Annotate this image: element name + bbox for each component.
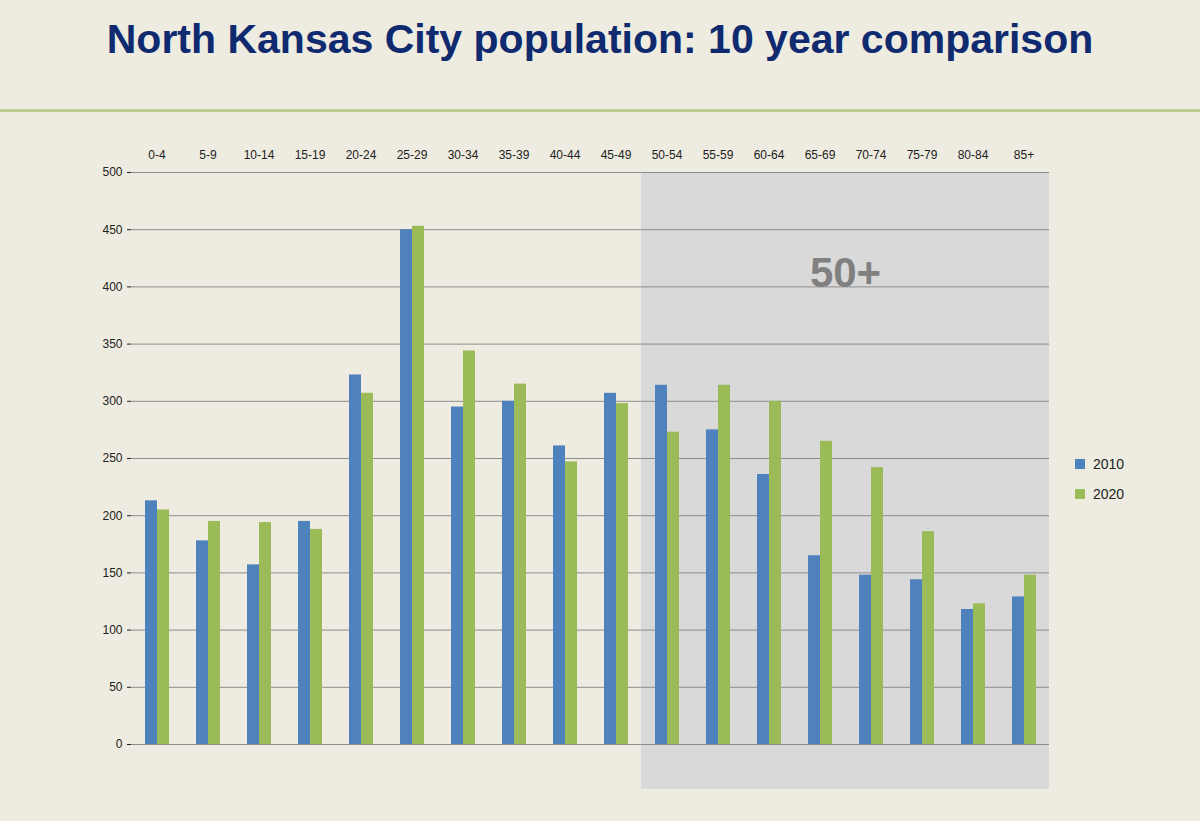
svg-text:50: 50 xyxy=(109,680,123,694)
svg-text:0: 0 xyxy=(116,737,123,751)
svg-text:55-59: 55-59 xyxy=(703,148,734,162)
html-text:North Kansas City population:: North Kansas City population: 10 year co… xyxy=(106,16,1094,62)
svg-text:80-84: 80-84 xyxy=(958,148,989,162)
html-text:2020: 2020 xyxy=(1093,486,1125,502)
svg-text:70-74: 70-74 xyxy=(856,148,887,162)
svg-text:250: 250 xyxy=(102,451,122,465)
svg-text:450: 450 xyxy=(102,223,122,237)
svg-text:85+: 85+ xyxy=(1014,148,1034,162)
svg-text:10-14: 10-14 xyxy=(244,148,275,162)
svg-text:60-64: 60-64 xyxy=(754,148,785,162)
svg-text:400: 400 xyxy=(102,280,122,294)
svg-text:300: 300 xyxy=(102,394,122,408)
svg-text:30-34: 30-34 xyxy=(448,148,479,162)
svg-text:20-24: 20-24 xyxy=(346,148,377,162)
svg-text:75-79: 75-79 xyxy=(907,148,938,162)
svg-text:50-54: 50-54 xyxy=(652,148,683,162)
svg-text:100: 100 xyxy=(102,623,122,637)
html-text:2010: 2010 xyxy=(1093,456,1125,472)
svg-text:5-9: 5-9 xyxy=(199,148,217,162)
svg-text:150: 150 xyxy=(102,566,122,580)
svg-text:40-44: 40-44 xyxy=(550,148,581,162)
svg-text:0-4: 0-4 xyxy=(148,148,166,162)
svg-text:15-19: 15-19 xyxy=(295,148,326,162)
svg-text:200: 200 xyxy=(102,509,122,523)
svg-text:65-69: 65-69 xyxy=(805,148,836,162)
svg-text:25-29: 25-29 xyxy=(397,148,428,162)
svg-text:50+: 50+ xyxy=(810,249,881,296)
svg-text:500: 500 xyxy=(102,165,122,179)
svg-text:45-49: 45-49 xyxy=(601,148,632,162)
svg-text:35-39: 35-39 xyxy=(499,148,530,162)
svg-text:350: 350 xyxy=(102,337,122,351)
